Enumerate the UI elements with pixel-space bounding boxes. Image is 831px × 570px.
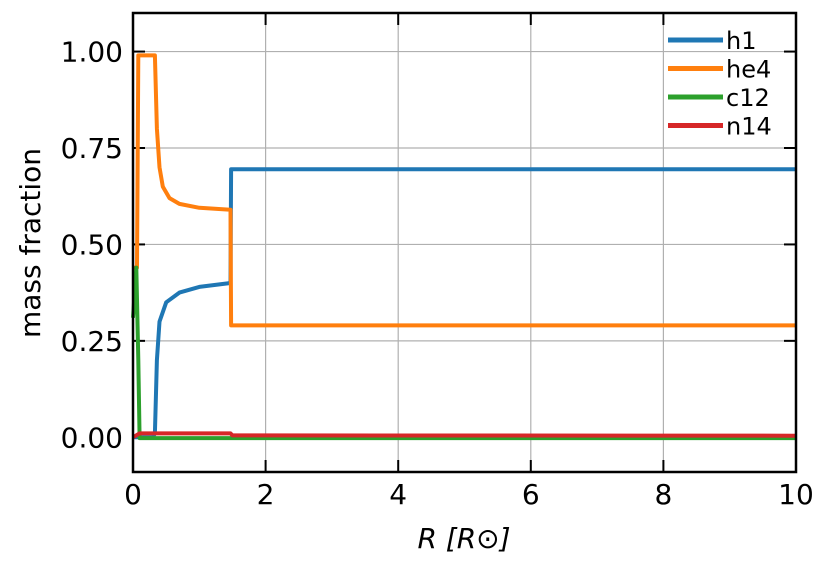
y-tick-label: 0.75 xyxy=(61,132,123,165)
legend-label: c12 xyxy=(726,84,770,112)
y-axis-label: mass fraction xyxy=(14,148,47,338)
x-tick-label: 0 xyxy=(124,478,142,511)
series-line xyxy=(133,53,796,328)
x-axis-label: R [R⊙] xyxy=(417,522,510,555)
x-tick-label: 8 xyxy=(654,478,672,511)
y-tick-label: 0.00 xyxy=(61,421,123,454)
legend-label: h1 xyxy=(726,27,756,55)
x-tick-label: 2 xyxy=(257,478,275,511)
legend-label: n14 xyxy=(726,113,772,141)
y-tick-label: 0.25 xyxy=(61,325,123,358)
x-tick-label: 6 xyxy=(522,478,540,511)
x-tick-label: 4 xyxy=(389,478,407,511)
y-tick-label: 0.50 xyxy=(61,228,123,261)
legend-label: he4 xyxy=(726,56,771,84)
y-tick-label: 1.00 xyxy=(61,36,123,69)
series-line xyxy=(131,431,797,440)
x-tick-label: 10 xyxy=(778,478,814,511)
series-line xyxy=(131,265,796,441)
plot-frame xyxy=(131,11,798,474)
